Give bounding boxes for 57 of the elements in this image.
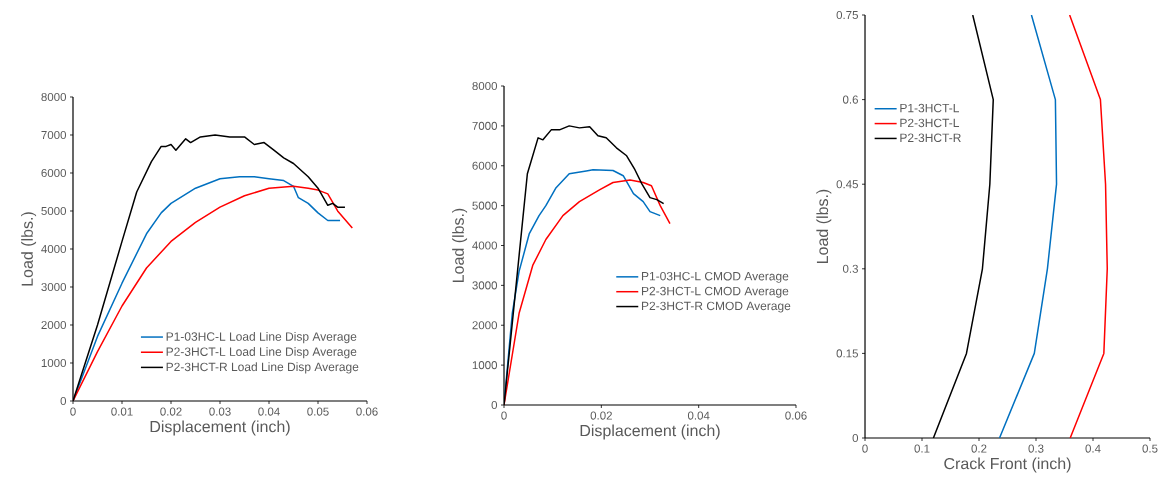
y-tick-label: 0.6 bbox=[842, 95, 858, 104]
y-tick-label: 4000 bbox=[41, 244, 67, 254]
x-axis-title: Crack Front (inch) bbox=[944, 457, 1071, 473]
y-tick-label: 5000 bbox=[472, 201, 498, 210]
legend-label: P1-03HC-L CMOD Average bbox=[641, 271, 789, 283]
y-tick-label: 0.3 bbox=[842, 264, 858, 273]
line-series bbox=[1068, 15, 1109, 438]
y-tick-label: 0.15 bbox=[836, 349, 858, 358]
y-tick-label: 0 bbox=[60, 396, 67, 406]
legend-label: P2-3HCT-L CMOD Average bbox=[641, 286, 789, 298]
y-tick-label: 6000 bbox=[41, 168, 67, 178]
y-tick-label: 7000 bbox=[41, 130, 67, 140]
x-tick-label: 0 bbox=[862, 444, 868, 453]
x-tick-label: 0.5 bbox=[1142, 444, 1158, 453]
x-tick-label: 0.04 bbox=[687, 411, 710, 420]
legend-label: P2-3HCT-R CMOD Average bbox=[641, 301, 791, 313]
x-tick-label: 0.03 bbox=[209, 407, 231, 416]
y-tick-label: 8000 bbox=[41, 92, 67, 102]
x-tick-label: 0.06 bbox=[785, 411, 807, 420]
legend-label: P2-3HCT-L bbox=[900, 118, 960, 128]
y-tick-label: 3000 bbox=[41, 282, 67, 292]
x-tick-label: 0.02 bbox=[590, 411, 612, 420]
y-tick-label: 0.45 bbox=[836, 180, 858, 189]
y-tick-label: 0 bbox=[852, 433, 859, 443]
y-tick-label: 2000 bbox=[41, 320, 67, 330]
legend-label: P1-03HC-L Load Line Disp Average bbox=[166, 331, 357, 344]
x-tick-label: 0.3 bbox=[1028, 444, 1044, 453]
legend-label: P1-3HCT-L bbox=[900, 103, 960, 113]
y-tick-label: 8000 bbox=[472, 81, 498, 91]
y-tick-label: 3000 bbox=[472, 281, 498, 290]
x-tick-label: 0.02 bbox=[160, 407, 182, 416]
x-axis-title: Displacement (inch) bbox=[580, 424, 720, 440]
legend-label: P2-3HCT-R Load Line Disp Average bbox=[166, 362, 359, 374]
y-tick-label: 7000 bbox=[472, 121, 498, 130]
y-tick-label: 1000 bbox=[472, 361, 498, 370]
y-tick-label: 4000 bbox=[472, 241, 498, 250]
y-tick-label: 6000 bbox=[472, 161, 498, 170]
x-tick-label: 0.1 bbox=[914, 444, 930, 453]
y-tick-label: 5000 bbox=[41, 206, 67, 216]
x-tick-label: 0.4 bbox=[1085, 444, 1101, 453]
line-series bbox=[998, 15, 1058, 438]
x-tick-label: 0.01 bbox=[111, 407, 133, 416]
y-axis-title: Load (lbs.) bbox=[816, 189, 832, 263]
legend-label: P2-3HCT-L Load Line Disp Average bbox=[166, 347, 357, 359]
y-tick-label: 0.75 bbox=[836, 10, 858, 20]
y-tick-label: 1000 bbox=[41, 358, 67, 368]
y-tick-label: 2000 bbox=[472, 321, 498, 330]
x-tick-label: 0.06 bbox=[356, 407, 378, 416]
x-tick-label: 0.2 bbox=[971, 444, 987, 453]
x-tick-label: 0 bbox=[501, 411, 507, 420]
legend-label: P2-3HCT-R bbox=[900, 133, 961, 143]
x-axis-title: Displacement (inch) bbox=[150, 420, 290, 436]
x-tick-label: 0 bbox=[70, 407, 76, 416]
x-tick-label: 0.05 bbox=[307, 407, 329, 416]
y-axis-title: Load (lbs.) bbox=[21, 212, 37, 286]
y-axis-title: Load (lbs.) bbox=[452, 208, 468, 282]
x-tick-label: 0.04 bbox=[258, 407, 280, 416]
